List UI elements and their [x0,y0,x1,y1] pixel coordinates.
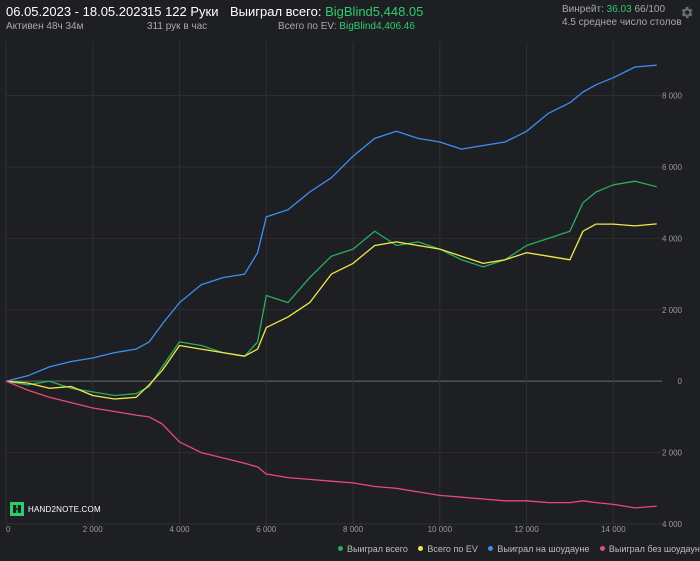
y-tick-label: 0 [678,377,683,386]
legend-item-non-showdown[interactable]: Выиграл без шоудауна [599,543,700,554]
x-tick-label: 10 000 [428,525,453,534]
legend-label: Всего по EV [427,543,478,554]
chart-legend: Выиграл всего Всего по EV Выиграл на шоу… [330,543,700,554]
series-line-showdown [5,64,657,382]
x-tick-label: 8 000 [343,525,364,534]
x-tick-label: 6 000 [256,525,277,534]
legend-dot [488,546,494,551]
legend-item-won-total[interactable]: Выиграл всего [338,544,408,554]
y-tick-label: 2 000 [662,306,683,315]
legend-dot [338,546,343,551]
x-tick-label: 2 000 [83,525,104,534]
hands-per-hour: 311 рук в час [147,21,208,32]
won-total: Выиграл всего: BigBlind5,448.05 [230,4,423,19]
y-tick-label: 6 000 [662,163,683,172]
winrate-unit: 66/100 [634,4,666,15]
line-chart: 8 000 6 000 4 000 2 000 0 2 000 4 000 0 2 000 4 0… [5,42,683,534]
date-range: 06.05.2023 - 18.05.2023 [6,4,148,19]
logo-icon [10,502,24,516]
ev-total-value: BigBlind4,406.46 [339,21,415,32]
avg-tables: 4.5 среднее число столов [562,17,682,28]
hand2note-logo: HAND2NOTE.COM [10,502,101,516]
series-line-non-showdown [5,380,657,509]
x-tick-label: 14 000 [601,525,626,534]
series-line-ev-total [5,223,657,400]
header: 06.05.2023 - 18.05.2023 Активен 48ч 34м … [0,0,700,42]
legend-label: Выиграл всего [347,543,408,554]
legend-label: Выиграл без шоудауна [608,543,700,554]
logo-text: HAND2NOTE.COM [28,504,101,514]
ev-total-label: Всего по EV: [278,21,337,32]
x-tick-label: 4 000 [170,525,191,534]
winrate: Винрейт: 36.03 66/100 [562,4,665,15]
winrate-value: 36.03 [606,4,632,15]
hands-count: 15 122 Руки [147,4,219,19]
legend-dot [418,546,424,551]
ev-total: Всего по EV: BigBlind4,406.46 [278,21,415,32]
series-line-won-total [5,180,657,397]
y-tick-label: 4 000 [662,234,683,243]
y-tick-label: 4 000 [662,520,683,529]
legend-label: Выиграл на шоудауне [497,543,590,554]
won-total-label: Выиграл всего: [230,4,322,19]
winrate-label: Винрейт: [562,4,604,15]
gear-icon[interactable] [679,5,694,20]
y-tick-label: 2 000 [662,449,683,458]
legend-dot [599,546,605,551]
legend-item-showdown[interactable]: Выиграл на шоудауне [488,544,589,554]
x-tick-label: 0 [6,525,11,534]
active-time: Активен 48ч 34м [6,21,84,32]
y-tick-label: 8 000 [662,92,683,101]
x-tick-label: 12 000 [514,525,539,534]
won-total-value: BigBlind5,448.05 [325,4,424,19]
legend-item-ev-total[interactable]: Всего по EV [418,543,478,554]
